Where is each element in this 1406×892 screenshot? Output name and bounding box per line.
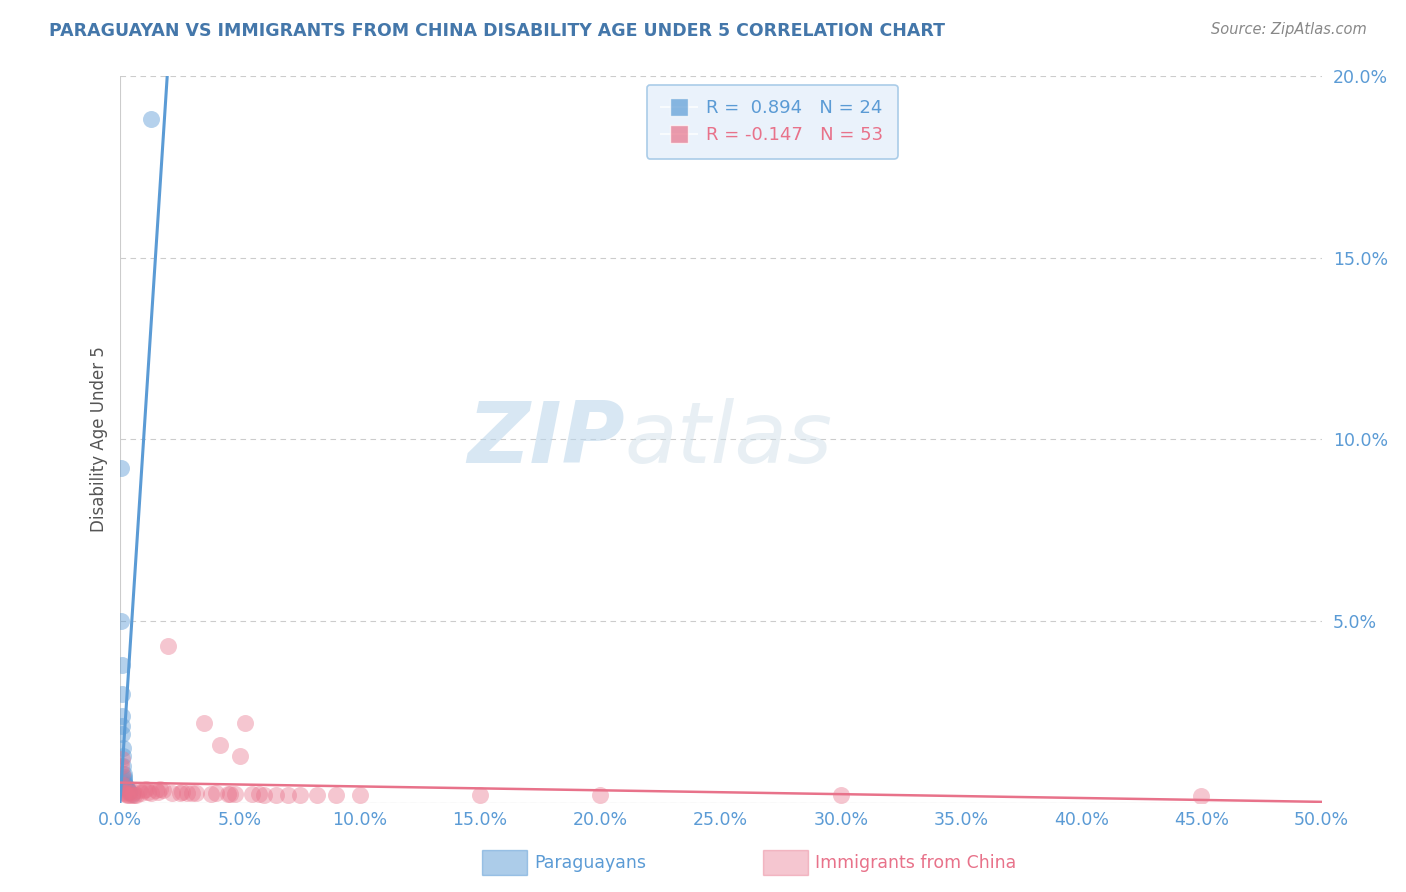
Text: Immigrants from China: Immigrants from China — [815, 854, 1017, 871]
Point — [111, 741, 134, 756]
Point — [169, 786, 191, 800]
Point — [204, 786, 226, 800]
Point — [118, 785, 141, 799]
Point — [228, 748, 252, 763]
Bar — [763, 850, 808, 875]
Point — [277, 788, 299, 802]
Point — [115, 782, 138, 797]
Bar — [482, 850, 527, 875]
Point — [288, 788, 311, 802]
Text: ZIP: ZIP — [467, 398, 624, 481]
Point — [149, 782, 172, 797]
Point — [170, 785, 193, 799]
Point — [132, 783, 155, 797]
Point — [115, 788, 138, 802]
Point — [217, 787, 239, 801]
Point — [114, 778, 136, 792]
Point — [117, 784, 139, 798]
Point — [145, 783, 167, 797]
Point — [121, 788, 143, 802]
Point — [118, 788, 141, 802]
Point — [325, 788, 347, 802]
Point — [162, 786, 184, 800]
Point — [139, 786, 162, 800]
Text: Paraguayans: Paraguayans — [534, 854, 647, 871]
Point — [152, 783, 174, 797]
Point — [111, 727, 134, 741]
Point — [139, 112, 162, 127]
Point — [112, 776, 135, 790]
Y-axis label: Disability Age Under 5: Disability Age Under 5 — [90, 346, 108, 533]
Point — [305, 788, 328, 802]
Point — [112, 772, 135, 787]
Point — [110, 461, 132, 475]
Point — [112, 778, 135, 792]
Point — [224, 787, 246, 801]
Point — [114, 780, 136, 794]
Point — [117, 783, 139, 797]
Point — [111, 752, 134, 766]
Point — [112, 759, 135, 773]
Point — [125, 788, 148, 802]
Point — [112, 785, 135, 799]
Point — [219, 787, 242, 801]
Text: PARAGUAYAN VS IMMIGRANTS FROM CHINA DISABILITY AGE UNDER 5 CORRELATION CHART: PARAGUAYAN VS IMMIGRANTS FROM CHINA DISA… — [49, 22, 945, 40]
Point — [830, 788, 852, 802]
Point — [111, 766, 134, 780]
Point — [111, 708, 134, 723]
Point — [112, 770, 135, 784]
Point — [233, 715, 256, 730]
Text: atlas: atlas — [624, 398, 832, 481]
Point — [115, 781, 138, 796]
Point — [240, 787, 263, 801]
Point — [121, 785, 143, 799]
Point — [468, 788, 492, 802]
Point — [128, 783, 150, 797]
Point — [193, 715, 215, 730]
Point — [589, 788, 612, 802]
Point — [253, 788, 276, 802]
Point — [135, 782, 157, 797]
Point — [156, 640, 179, 654]
Legend: R =  0.894   N = 24, R = -0.147   N = 53: R = 0.894 N = 24, R = -0.147 N = 53 — [647, 85, 898, 159]
Point — [110, 614, 132, 628]
Point — [129, 786, 152, 800]
Point — [146, 785, 169, 799]
Point — [138, 785, 160, 799]
Point — [176, 786, 198, 800]
Point — [111, 657, 134, 672]
Point — [264, 788, 287, 802]
Point — [209, 738, 232, 752]
Point — [117, 785, 139, 799]
Point — [186, 786, 208, 800]
Point — [112, 786, 135, 800]
Point — [111, 687, 134, 701]
Point — [112, 774, 135, 789]
Point — [111, 719, 134, 733]
Point — [121, 787, 143, 801]
Point — [349, 788, 371, 802]
Point — [247, 787, 270, 801]
Point — [112, 748, 135, 763]
Point — [114, 787, 136, 801]
Point — [180, 786, 202, 800]
Point — [112, 766, 135, 780]
Point — [1189, 789, 1212, 804]
Point — [122, 788, 145, 802]
Text: Source: ZipAtlas.com: Source: ZipAtlas.com — [1211, 22, 1367, 37]
Point — [110, 759, 132, 773]
Point — [200, 787, 222, 801]
